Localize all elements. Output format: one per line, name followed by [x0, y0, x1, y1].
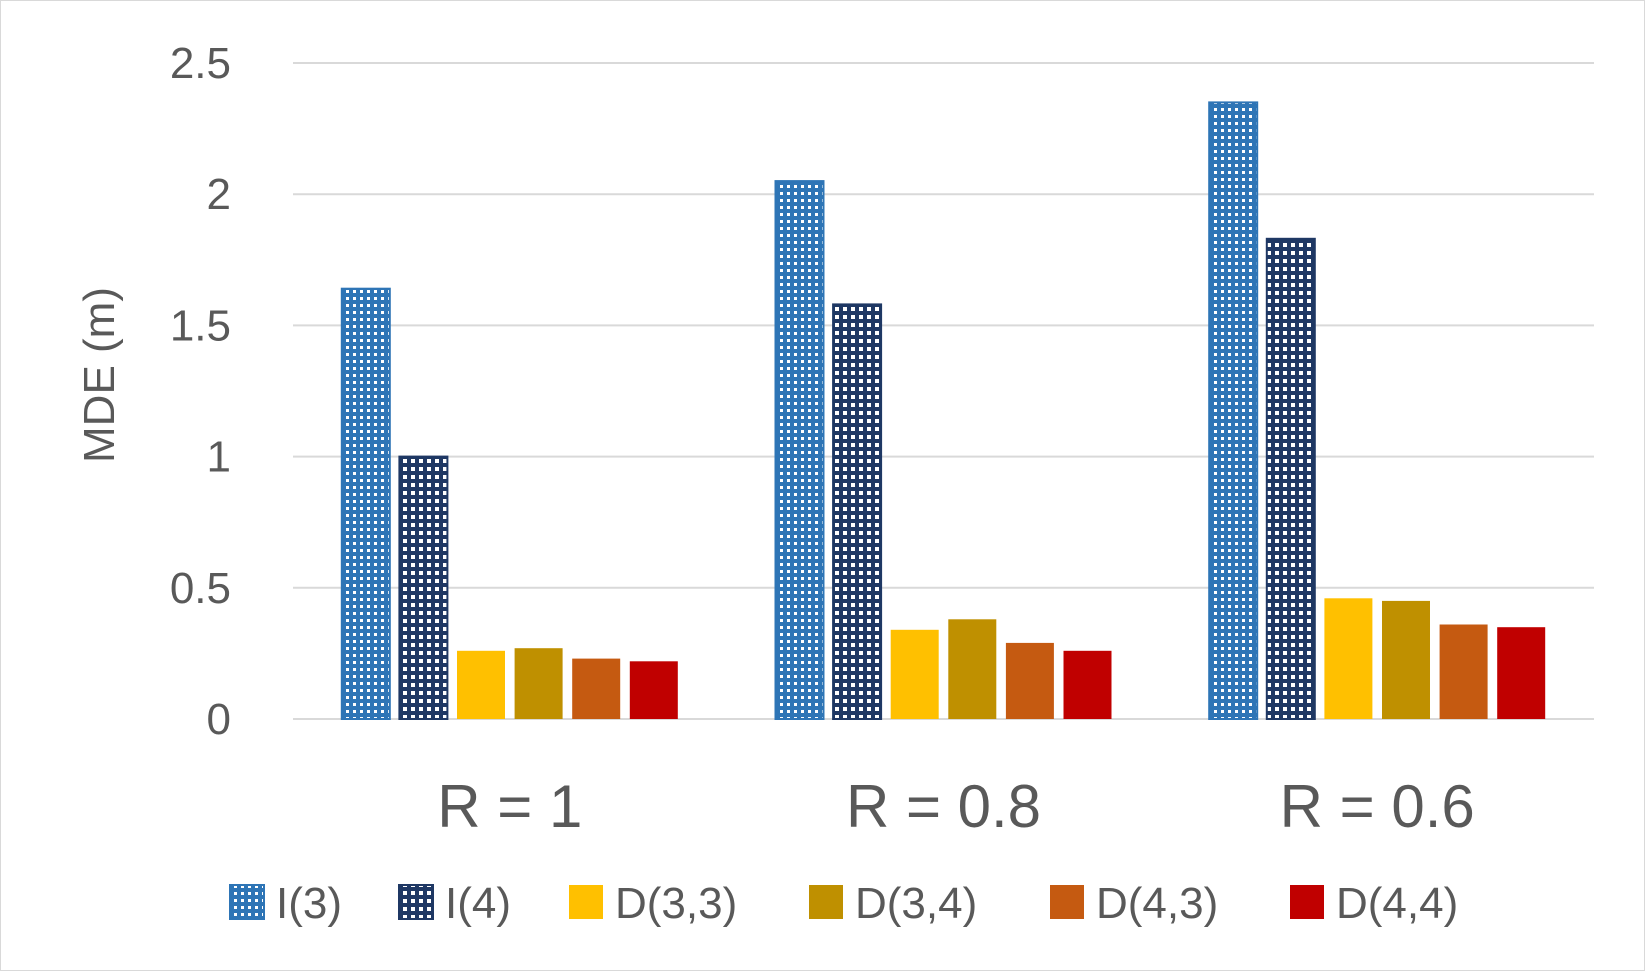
legend-swatch — [1290, 885, 1324, 919]
y-axis-ticks: 0 0.5 1 1.5 2 2.5 — [170, 39, 231, 744]
y-tick-label: 2.5 — [170, 39, 231, 88]
bar-d4-3-3 — [1439, 624, 1488, 719]
legend-label: D(4,4) — [1336, 879, 1458, 928]
y-tick-label: 0.5 — [170, 564, 231, 613]
gridlines — [293, 62, 1594, 720]
x-category-label: R = 0.8 — [846, 773, 1041, 840]
bar-d4-4-2 — [1063, 650, 1112, 719]
legend-swatch — [809, 885, 843, 919]
legend-swatch — [1050, 885, 1084, 919]
bar-d3-4-2 — [948, 619, 997, 719]
legend: I(3) I(4) D(3,3) D(3,4) D(4,3) D(4,4) — [229, 879, 1458, 928]
legend-label: D(3,3) — [615, 879, 737, 928]
bar-d4-4-3 — [1497, 627, 1546, 719]
bar-d3-4-1 — [514, 648, 563, 719]
legend-swatch — [398, 884, 434, 920]
bar-d4-3-1 — [572, 658, 621, 719]
bars — [340, 101, 1546, 721]
bar-i3-1 — [340, 287, 391, 720]
bar-i3-3 — [1208, 101, 1259, 720]
x-axis-categories: R = 1 R = 0.8 R = 0.6 — [437, 773, 1475, 840]
bar-d4-3-2 — [1005, 642, 1054, 719]
legend-label: D(4,3) — [1096, 879, 1218, 928]
legend-label: D(3,4) — [855, 879, 977, 928]
legend-label: I(4) — [445, 879, 511, 928]
bar-d3-3-1 — [457, 650, 505, 719]
legend-swatch — [229, 884, 265, 920]
bar-i4-3 — [1265, 237, 1316, 721]
bar-i3-2 — [774, 180, 825, 721]
bar-i4-2 — [832, 303, 883, 720]
bar-d3-3-2 — [890, 629, 939, 719]
x-category-label: R = 0.6 — [1280, 773, 1475, 840]
bar-i4-1 — [398, 455, 449, 720]
x-category-label: R = 1 — [437, 773, 582, 840]
bar-d3-3-3 — [1324, 598, 1373, 719]
y-axis-title: MDE (m) — [75, 287, 124, 463]
legend-label: I(3) — [276, 879, 342, 928]
y-tick-label: 1.5 — [170, 301, 231, 350]
legend-swatch — [569, 885, 603, 919]
y-tick-label: 0 — [207, 695, 231, 744]
y-tick-label: 2 — [207, 170, 231, 219]
y-tick-label: 1 — [207, 433, 231, 482]
bar-d3-4-3 — [1382, 600, 1430, 719]
bar-d4-4-1 — [629, 661, 678, 719]
